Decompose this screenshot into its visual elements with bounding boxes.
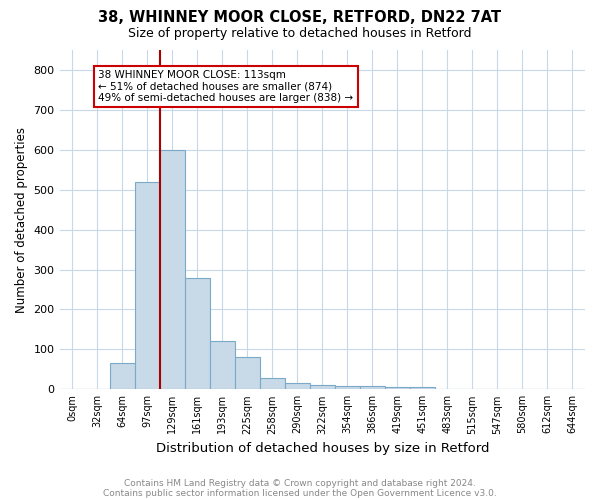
Y-axis label: Number of detached properties: Number of detached properties [15, 126, 28, 312]
X-axis label: Distribution of detached houses by size in Retford: Distribution of detached houses by size … [155, 442, 489, 455]
Bar [335, 386, 360, 390]
Bar [385, 387, 410, 390]
Text: 38 WHINNEY MOOR CLOSE: 113sqm
← 51% of detached houses are smaller (874)
49% of : 38 WHINNEY MOOR CLOSE: 113sqm ← 51% of d… [98, 70, 353, 103]
Text: Contains HM Land Registry data © Crown copyright and database right 2024.: Contains HM Land Registry data © Crown c… [124, 478, 476, 488]
Bar [110, 364, 134, 390]
Bar [260, 378, 285, 390]
Text: Contains public sector information licensed under the Open Government Licence v3: Contains public sector information licen… [103, 488, 497, 498]
Bar [310, 386, 335, 390]
Bar [410, 388, 435, 390]
Text: 38, WHINNEY MOOR CLOSE, RETFORD, DN22 7AT: 38, WHINNEY MOOR CLOSE, RETFORD, DN22 7A… [98, 10, 502, 25]
Bar [285, 384, 310, 390]
Bar [235, 358, 260, 390]
Bar [134, 182, 160, 390]
Text: Size of property relative to detached houses in Retford: Size of property relative to detached ho… [128, 28, 472, 40]
Bar [209, 342, 235, 390]
Bar [360, 386, 385, 390]
Bar [185, 278, 209, 390]
Bar [160, 150, 185, 390]
